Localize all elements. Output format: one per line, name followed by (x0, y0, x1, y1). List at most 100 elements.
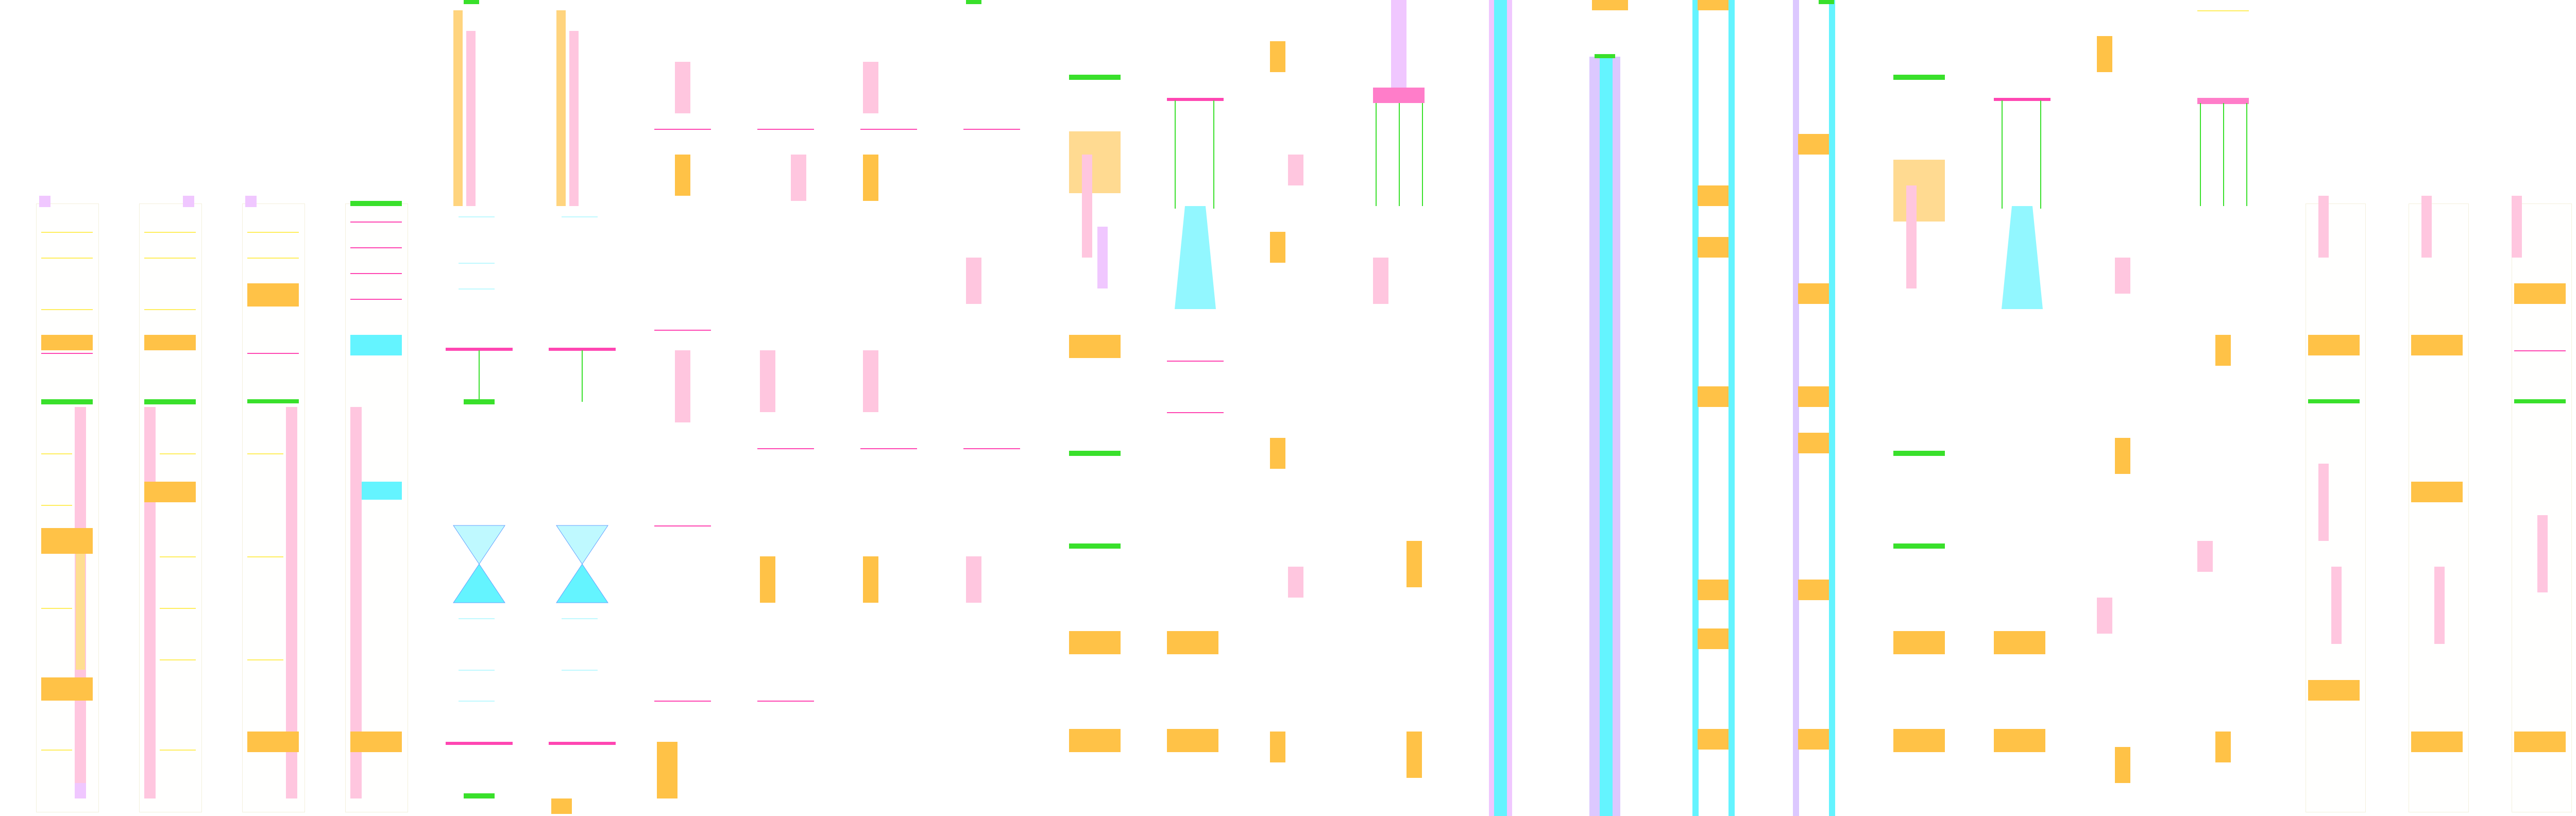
rule (654, 330, 711, 331)
rail (1793, 0, 1799, 816)
rung-block (1698, 237, 1728, 258)
step (863, 62, 878, 113)
rule (160, 659, 196, 660)
rule (562, 216, 598, 217)
cascade-bar (1906, 185, 1917, 288)
cascade-bar (1893, 160, 1945, 222)
rule (160, 750, 196, 751)
column-bar (350, 407, 362, 798)
rail (1829, 0, 1835, 816)
string (1213, 100, 1214, 209)
step (2115, 747, 2130, 783)
rule (144, 309, 196, 310)
wide-block (1167, 729, 1218, 752)
rule (350, 247, 402, 248)
cascade-bar (1069, 131, 1121, 193)
step (863, 155, 878, 201)
corner-block (183, 196, 194, 207)
cap (144, 399, 196, 404)
step (2115, 438, 2130, 474)
wide-block (1893, 631, 1945, 654)
column-pendulum-1 (443, 0, 515, 816)
column-fan-2 (2195, 0, 2257, 816)
wide-block (2514, 283, 2566, 304)
rung-block (1798, 134, 1829, 155)
bob (464, 399, 495, 404)
column-stack-1 (31, 0, 103, 816)
hub (2197, 98, 2249, 104)
wide-block (144, 335, 196, 350)
step (1406, 541, 1422, 587)
beam (446, 742, 513, 745)
wide-block (41, 528, 93, 554)
column-stack-3 (237, 0, 309, 816)
rule (459, 216, 495, 217)
staircase (556, 10, 566, 206)
rung-block (1798, 729, 1829, 750)
rule (160, 453, 196, 454)
rule (562, 670, 598, 671)
rule (144, 258, 196, 259)
step (863, 556, 878, 603)
panel (2512, 203, 2572, 812)
rule (247, 232, 299, 233)
staircase (466, 31, 476, 206)
hub (1373, 88, 1425, 103)
cap (350, 201, 402, 206)
rule (963, 448, 1020, 449)
cap (41, 399, 93, 404)
cascade-bar (1082, 155, 1092, 258)
string (479, 350, 480, 402)
rule (160, 556, 196, 557)
column-stack-2 (134, 0, 206, 816)
arc (247, 353, 299, 354)
step (2421, 196, 2432, 258)
column-beam-violet (1589, 0, 1631, 816)
wide-block (2308, 680, 2360, 701)
cap (1595, 54, 1615, 58)
step (966, 258, 981, 304)
column-bar-fill (76, 541, 85, 670)
step (2197, 541, 2213, 572)
top-mark (966, 0, 981, 4)
string (582, 350, 583, 402)
beam (549, 348, 616, 351)
string (1422, 103, 1423, 206)
column-steps-1 (652, 0, 714, 816)
column-steps-3 (858, 0, 920, 816)
rung-block (1698, 185, 1728, 206)
step (966, 556, 981, 603)
arc (2514, 350, 2566, 351)
rung-block (1798, 386, 1829, 407)
rail (1728, 0, 1735, 816)
step (2331, 567, 2342, 644)
step (1270, 438, 1285, 469)
column-steps-4 (961, 0, 1023, 816)
rung-block (1798, 283, 1829, 304)
rung-block (1698, 386, 1728, 407)
step (2097, 598, 2112, 634)
rule (247, 453, 283, 454)
rule (757, 129, 814, 130)
wide-block (2411, 732, 2463, 752)
rule (41, 505, 72, 506)
column-cascade-2 (1891, 0, 1953, 816)
cap (1819, 0, 1834, 4)
cap (1069, 75, 1121, 80)
wide-block (2411, 482, 2463, 502)
step (675, 155, 690, 196)
cap (1893, 75, 1945, 80)
rule (757, 701, 814, 702)
rule (654, 129, 711, 130)
wide-block (350, 732, 402, 752)
rung-block (1798, 433, 1829, 453)
beam (1994, 98, 2050, 101)
step (1373, 258, 1388, 304)
column-fan-1 (1370, 0, 1432, 816)
step (2318, 196, 2329, 258)
step (1406, 732, 1422, 778)
rule (562, 618, 598, 619)
string (2200, 103, 2201, 206)
wide-block (144, 482, 196, 502)
